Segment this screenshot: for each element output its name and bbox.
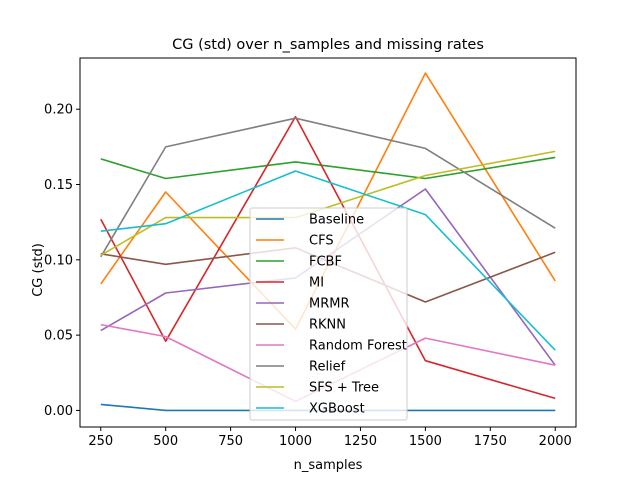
legend-box <box>249 207 408 421</box>
x-tick-label: 250 <box>88 434 113 449</box>
legend-label-2: FCBF <box>309 255 342 270</box>
legend-label-9: XGBoost <box>309 402 365 417</box>
legend-label-7: Relief <box>309 360 346 375</box>
series-line-2 <box>100 156 556 180</box>
legend: Baseline CFS FCBF MI MRMR RKNN Random Forest Re… <box>249 207 408 421</box>
legend-label-3: MI <box>309 276 324 291</box>
y-tick-label: 0.00 <box>44 404 73 419</box>
series-line-9 <box>100 170 556 351</box>
x-tick-label: 750 <box>218 434 243 449</box>
x-tick-label: 2000 <box>539 434 572 449</box>
y-tick-label: 0.05 <box>44 329 73 344</box>
y-tick-label: 0.20 <box>44 103 73 118</box>
x-tick-label: 500 <box>153 434 178 449</box>
legend-label-8: SFS + Tree <box>309 381 379 396</box>
x-tick-label: 1250 <box>344 434 377 449</box>
chart-title: CG (std) over n_samples and missing rate… <box>172 37 484 53</box>
axes-frame <box>79 57 577 428</box>
legend-label-0: Baseline <box>309 213 364 228</box>
legend-label-6: Random Forest <box>309 339 407 354</box>
x-tick-label: 1750 <box>474 434 507 449</box>
series-line-7 <box>100 117 556 258</box>
y-axis-label: CG (std) <box>31 243 46 297</box>
x-tick-label: 1000 <box>279 434 312 449</box>
y-tick-label: 0.10 <box>44 253 73 268</box>
x-axis-label: n_samples <box>294 458 363 473</box>
legend-label-4: MRMR <box>309 297 350 312</box>
legend-label-5: RKNN <box>309 318 346 333</box>
x-tick-label: 1500 <box>409 434 442 449</box>
series-line-3 <box>100 115 556 400</box>
legend-label-1: CFS <box>309 234 334 249</box>
axes: 250 500 750 1000 1250 1500 1750 2000 0.00 0.05 0.1… <box>44 57 577 449</box>
y-tick-label: 0.15 <box>44 178 73 193</box>
